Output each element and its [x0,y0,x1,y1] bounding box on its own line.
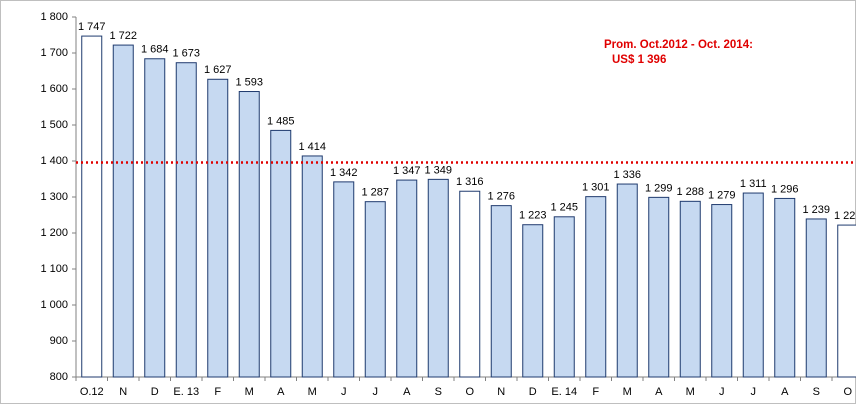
y-tick-label: 1 800 [40,11,68,23]
x-tick-label: A [781,386,789,398]
bar [522,224,544,378]
value-label: 1 296 [771,183,799,195]
bar [301,155,323,378]
value-label: 1 347 [393,165,421,177]
x-tick-label: M [308,386,317,398]
value-label: 1 684 [141,44,169,56]
x-tick-label: N [497,386,505,398]
bar [333,181,355,378]
bar [774,197,796,378]
x-tick-label: F [592,386,599,398]
bar [112,44,134,378]
value-label: 1 485 [267,115,295,127]
bar [648,196,670,378]
y-tick-label: 1 200 [40,227,68,239]
x-tick-label: D [151,386,159,398]
y-tick-label: 800 [50,371,68,383]
bar [585,196,607,378]
bar [459,190,481,378]
x-tick-label: O [465,386,474,398]
y-tick-label: 1 500 [40,119,68,131]
value-label: 1 311 [740,178,767,190]
bar [742,192,764,378]
x-tick-label: J [373,386,379,398]
y-tick-label: 1 300 [40,191,68,203]
bar [364,201,386,378]
annotation: Prom. Oct.2012 - Oct. 2014: [604,39,753,51]
value-label: 1 301 [582,182,610,194]
x-tick-label: J [751,386,757,398]
bar [805,218,827,378]
value-label: 1 593 [235,76,263,88]
value-label: 1 316 [456,176,484,188]
x-tick-label: A [277,386,285,398]
x-tick-label: E. 14 [551,386,577,398]
value-label: 1 287 [361,187,389,199]
value-label: 1 239 [802,204,830,216]
x-tick-label: A [403,386,411,398]
value-label: 1 336 [613,169,641,181]
bar [427,178,449,378]
bar [396,179,418,378]
bar [616,183,638,378]
value-label: 1 288 [676,186,704,198]
y-tick-label: 1 700 [40,47,68,59]
value-label: 1 342 [330,167,358,179]
x-tick-label: M [245,386,254,398]
x-tick-label: E. 13 [173,386,199,398]
value-label: 1 279 [708,189,736,201]
bar [144,58,166,378]
y-tick-label: 900 [50,335,68,347]
bar [207,78,229,378]
bar [238,91,260,378]
x-tick-label: S [813,386,820,398]
value-label: 1 627 [204,64,232,76]
value-label: 1 414 [298,141,326,153]
bar [490,205,512,378]
bar [270,129,292,378]
x-tick-label: N [119,386,127,398]
value-label: 1 222 [834,210,856,222]
value-label: 1 299 [645,182,673,194]
y-tick-label: 1 000 [40,299,68,311]
bar [711,204,733,378]
x-tick-label: J [719,386,725,398]
value-label: 1 349 [424,164,452,176]
y-tick-label: 1 600 [40,83,68,95]
x-tick-label: M [686,386,695,398]
x-tick-label: D [529,386,537,398]
value-label: 1 747 [78,21,106,33]
value-label: 1 722 [109,30,137,42]
value-label: 1 673 [172,48,200,60]
annotation: US$ 1 396 [612,54,666,66]
x-tick-label: O.12 [80,386,104,398]
y-tick-label: 1 400 [40,155,68,167]
x-tick-label: J [341,386,347,398]
value-label: 1 245 [550,202,578,214]
bar [679,200,701,378]
x-tick-label: F [214,386,221,398]
x-tick-label: A [655,386,663,398]
x-tick-label: S [435,386,442,398]
x-tick-label: M [623,386,632,398]
bar [175,62,197,378]
value-label: 1 276 [487,191,515,203]
bar [553,216,575,378]
bar [837,224,856,378]
y-tick-label: 1 100 [40,263,68,275]
bar [81,35,103,378]
x-tick-label: O [843,386,852,398]
value-label: 1 223 [519,210,547,222]
